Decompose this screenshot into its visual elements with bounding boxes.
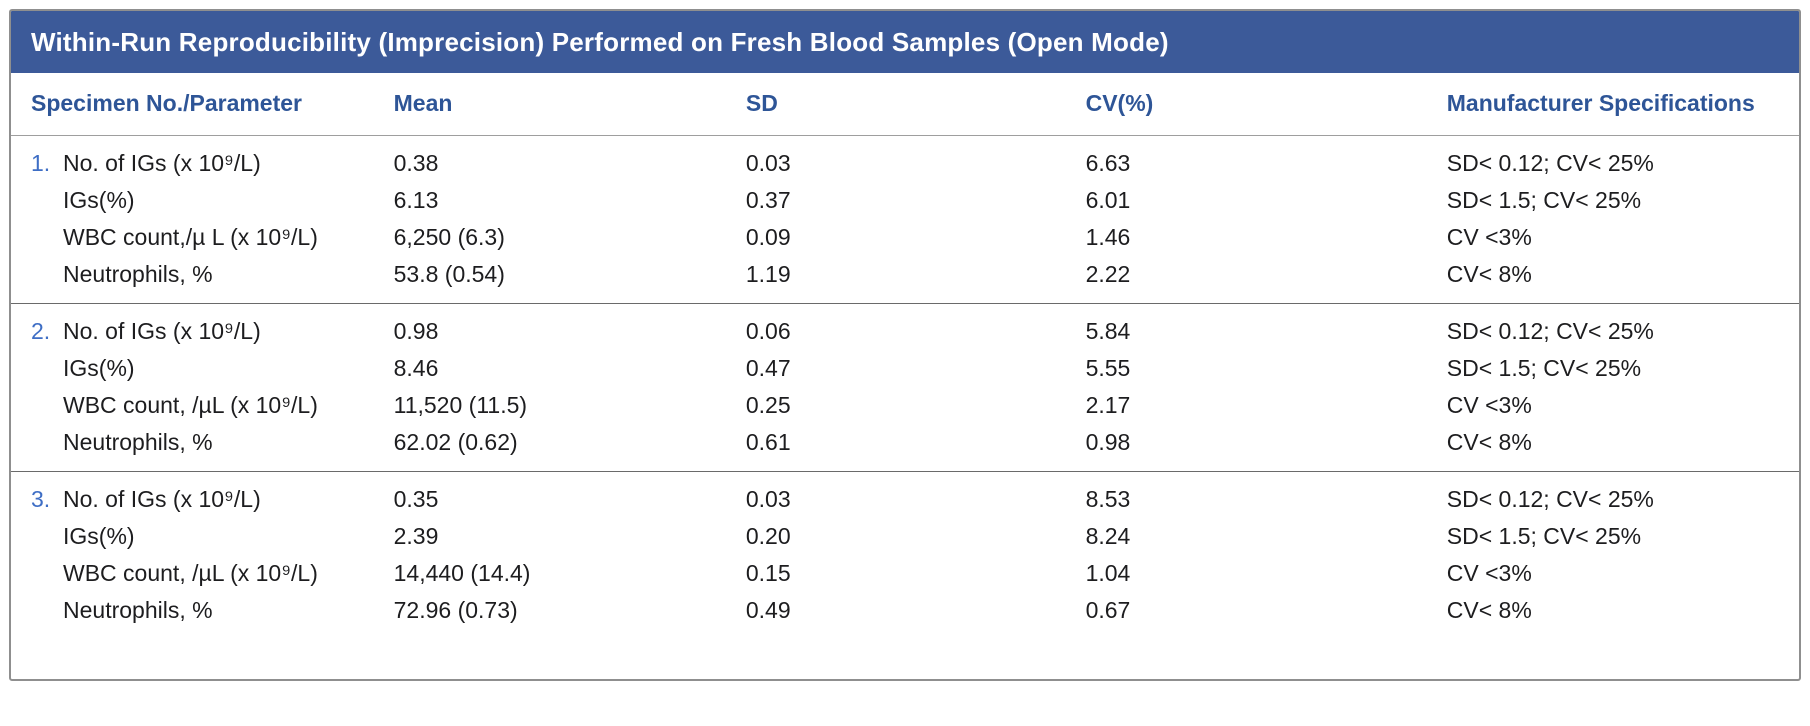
table-row: Neutrophils, % 62.02 (0.62) 0.61 0.98 CV… — [11, 424, 1799, 472]
cv-value: 2.17 — [1085, 391, 1131, 418]
table-row: IGs(%) 6.13 0.37 6.01 SD< 1.5; CV< 25% — [11, 182, 1799, 219]
table-row: 3. No. of IGs (x 10⁹/L) 0.35 0.03 8.53 SD… — [11, 470, 1799, 518]
parameter-label: No. of IGs (x 10⁹/L) — [63, 149, 261, 176]
parameter-label: Neutrophils, % — [63, 428, 213, 455]
table-row: WBC count, /µL (x 10⁹/L) 11,520 (11.5) 0… — [11, 387, 1799, 424]
parameter-label: IGs(%) — [63, 522, 135, 549]
sd-value: 0.15 — [745, 559, 791, 586]
mean-value: 6,250 (6.3) — [393, 223, 505, 250]
spec-value: SD< 1.5; CV< 25% — [1446, 522, 1642, 549]
spec-value: SD< 0.12; CV< 25% — [1446, 149, 1654, 176]
mean-value: 0.98 — [393, 302, 746, 350]
table-row: Neutrophils, % 72.96 (0.73) 0.49 0.67 CV… — [11, 592, 1799, 679]
table-title-bar: Within-Run Reproducibility (Imprecision)… — [11, 11, 1799, 73]
parameter-label: IGs(%) — [63, 354, 135, 381]
column-header-mean: Mean — [393, 73, 746, 136]
mean-value: 53.8 (0.54) — [393, 260, 505, 287]
sd-value: 0.61 — [745, 428, 791, 455]
sd-value: 0.06 — [745, 302, 1086, 350]
mean-value: 11,520 (11.5) — [393, 391, 528, 418]
spec-value: SD< 1.5; CV< 25% — [1446, 186, 1642, 213]
table-row: WBC count, /µL (x 10⁹/L) 14,440 (14.4) 0… — [11, 555, 1799, 592]
mean-value: 62.02 (0.62) — [393, 428, 518, 455]
sd-value: 0.20 — [745, 522, 791, 549]
mean-value: 0.38 — [393, 149, 439, 176]
header-row: Specimen No./Parameter Mean SD CV(%) Man… — [11, 73, 1799, 136]
sd-value: 0.03 — [745, 149, 791, 176]
parameter-label: Neutrophils, % — [63, 260, 213, 287]
mean-value: 72.96 (0.73) — [393, 596, 518, 623]
table-row: 2. No. of IGs (x 10⁹/L) 0.98 0.06 5.84 SD… — [11, 302, 1799, 350]
cv-value: 6.63 — [1085, 149, 1131, 176]
reproducibility-table-card: Within-Run Reproducibility (Imprecision)… — [9, 9, 1801, 681]
sd-value: 0.37 — [745, 186, 791, 213]
sd-value: 0.49 — [745, 596, 791, 623]
parameter-label: WBC count, /µL (x 10⁹/L) — [63, 391, 318, 418]
mean-value: 14,440 (14.4) — [393, 559, 531, 586]
table-row: WBC count,/µ L (x 10⁹/L) 6,250 (6.3) 0.0… — [11, 219, 1799, 256]
reproducibility-table: Specimen No./Parameter Mean SD CV(%) Man… — [11, 73, 1799, 679]
spec-value: CV <3% — [1446, 223, 1532, 250]
spec-value: SD< 0.12; CV< 25% — [1446, 470, 1799, 518]
specimen-number: 3. — [31, 485, 51, 512]
spec-value: CV< 8% — [1446, 428, 1532, 455]
spec-value: CV< 8% — [1446, 260, 1532, 287]
table-row: Neutrophils, % 53.8 (0.54) 1.19 2.22 CV<… — [11, 256, 1799, 304]
specimen-number: 1. — [31, 149, 51, 176]
cv-value: 5.55 — [1085, 354, 1131, 381]
parameter-label: No. of IGs (x 10⁹/L) — [63, 317, 261, 344]
table-title: Within-Run Reproducibility (Imprecision)… — [31, 26, 1169, 57]
column-header-specimen-parameter: Specimen No./Parameter — [11, 73, 394, 136]
parameter-label: IGs(%) — [63, 186, 135, 213]
cv-value: 8.53 — [1085, 470, 1447, 518]
cv-value: 6.01 — [1085, 186, 1131, 213]
mean-value: 6.13 — [393, 186, 439, 213]
parameter-label: Neutrophils, % — [63, 596, 213, 623]
spec-value: CV< 8% — [1446, 596, 1532, 623]
column-header-manufacturer-specifications: Manufacturer Specifications — [1446, 73, 1799, 136]
mean-value: 0.35 — [393, 470, 746, 518]
table-row: IGs(%) 8.46 0.47 5.55 SD< 1.5; CV< 25% — [11, 350, 1799, 387]
cv-value: 1.04 — [1085, 559, 1131, 586]
sd-value: 0.47 — [745, 354, 791, 381]
specimen-number: 2. — [31, 317, 51, 344]
parameter-label: No. of IGs (x 10⁹/L) — [63, 485, 261, 512]
spec-value: CV <3% — [1446, 391, 1532, 418]
mean-value: 8.46 — [393, 354, 439, 381]
cv-value: 2.22 — [1085, 260, 1131, 287]
spec-value: CV <3% — [1446, 559, 1532, 586]
parameter-label: WBC count, /µL (x 10⁹/L) — [63, 559, 318, 586]
table-row: IGs(%) 2.39 0.20 8.24 SD< 1.5; CV< 25% — [11, 518, 1799, 555]
column-header-sd: SD — [745, 73, 1086, 136]
spec-value: SD< 0.12; CV< 25% — [1446, 302, 1799, 350]
cv-value: 1.46 — [1085, 223, 1131, 250]
sd-value: 0.09 — [745, 223, 791, 250]
column-header-cv: CV(%) — [1085, 73, 1447, 136]
cv-value: 0.98 — [1085, 428, 1131, 455]
cv-value: 8.24 — [1085, 522, 1131, 549]
cv-value: 5.84 — [1085, 302, 1447, 350]
table-row: 1. No. of IGs (x 10⁹/L) 0.38 0.03 6.63 SD… — [11, 135, 1799, 182]
sd-value: 0.03 — [745, 470, 1086, 518]
spec-value: SD< 1.5; CV< 25% — [1446, 354, 1642, 381]
sd-value: 0.25 — [745, 391, 791, 418]
cv-value: 0.67 — [1085, 596, 1131, 623]
sd-value: 1.19 — [745, 260, 791, 287]
mean-value: 2.39 — [393, 522, 439, 549]
parameter-label: WBC count,/µ L (x 10⁹/L) — [63, 223, 318, 250]
